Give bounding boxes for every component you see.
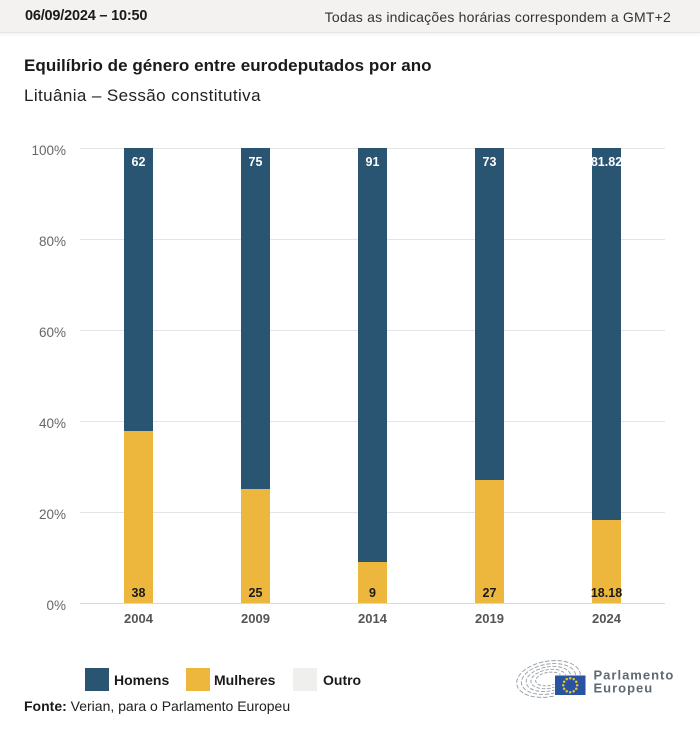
svg-text:Parlamento: Parlamento	[594, 668, 675, 683]
svg-text:Europeu: Europeu	[594, 681, 654, 696]
